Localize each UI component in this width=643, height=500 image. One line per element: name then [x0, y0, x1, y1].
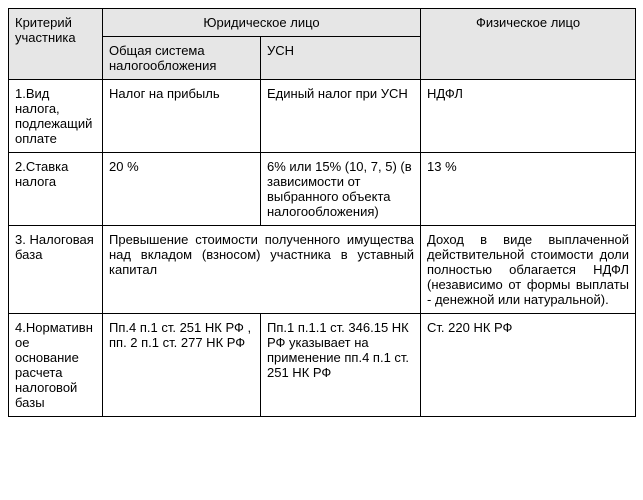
- header-row-1: Критерий участника Юридическое лицо Физи…: [9, 9, 636, 37]
- cell-legal-usn: Единый налог при УСН: [261, 80, 421, 153]
- cell-legal-usn: Пп.1 п.1.1 ст. 346.15 НК РФ указывает на…: [261, 314, 421, 417]
- header-legal-entity: Юридическое лицо: [103, 9, 421, 37]
- cell-individual: 13 %: [421, 153, 636, 226]
- table-row: 4.Нормативное основание расчета налогово…: [9, 314, 636, 417]
- cell-criteria: 2.Ставка налога: [9, 153, 103, 226]
- table-row: 1.Вид налога, подлежащий оплате Налог на…: [9, 80, 636, 153]
- cell-legal-general: Налог на прибыль: [103, 80, 261, 153]
- cell-legal-usn: 6% или 15% (10, 7, 5) (в зависимости от …: [261, 153, 421, 226]
- cell-individual: Ст. 220 НК РФ: [421, 314, 636, 417]
- cell-legal-general: Пп.4 п.1 ст. 251 НК РФ , пп. 2 п.1 ст. 2…: [103, 314, 261, 417]
- cell-criteria: 4.Нормативное основание расчета налогово…: [9, 314, 103, 417]
- table-row: 3. Налоговая база Превышение стоимости п…: [9, 226, 636, 314]
- header-legal-general: Общая система налогообложения: [103, 37, 261, 80]
- cell-legal-merged: Превышение стоимости полученного имущест…: [103, 226, 421, 314]
- cell-individual: Доход в виде выплаченной действительной …: [421, 226, 636, 314]
- header-criteria: Критерий участника: [9, 9, 103, 80]
- cell-criteria: 1.Вид налога, подлежащий оплате: [9, 80, 103, 153]
- tax-comparison-table: Критерий участника Юридическое лицо Физи…: [8, 8, 636, 417]
- header-individual: Физическое лицо: [421, 9, 636, 80]
- cell-individual: НДФЛ: [421, 80, 636, 153]
- cell-criteria: 3. Налоговая база: [9, 226, 103, 314]
- cell-legal-general: 20 %: [103, 153, 261, 226]
- table-row: 2.Ставка налога 20 % 6% или 15% (10, 7, …: [9, 153, 636, 226]
- header-legal-usn: УСН: [261, 37, 421, 80]
